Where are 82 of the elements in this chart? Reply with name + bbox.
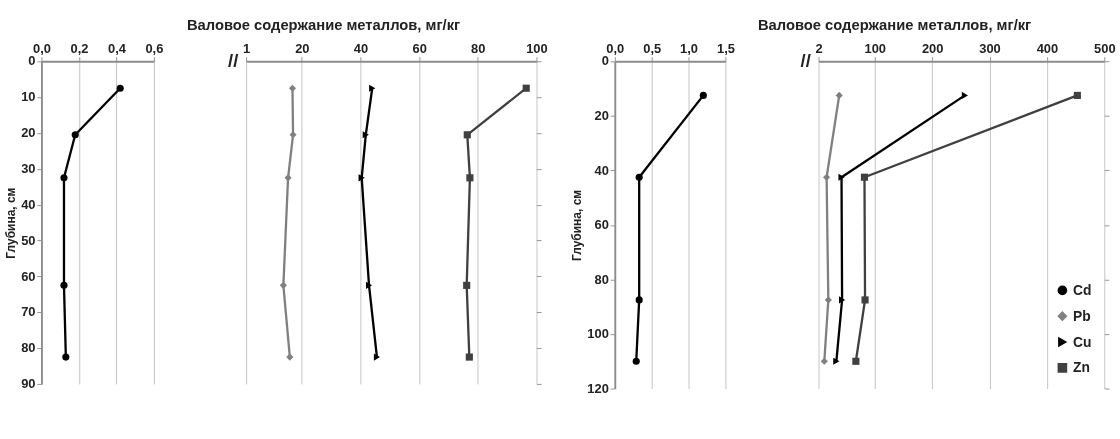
point: [699, 91, 707, 99]
x-tick-label: 100: [864, 40, 887, 56]
chart-title: Валовое содержание металлов, мг/кг: [186, 16, 461, 33]
legend-label: Zn: [1072, 359, 1090, 376]
point: [362, 131, 369, 139]
point: [833, 357, 840, 365]
y-tick-label: 120: [587, 380, 609, 396]
x-tick-label: 80: [471, 40, 486, 56]
point: [365, 281, 373, 289]
point: [62, 353, 70, 361]
point: [852, 357, 860, 365]
point: [860, 173, 869, 181]
y-tick-label: 90: [21, 376, 36, 392]
point: [279, 281, 287, 289]
x-tick-label: 40: [353, 40, 369, 56]
y-tick-label: 10: [21, 89, 36, 105]
x-tick-label: 0,5: [643, 40, 662, 56]
point: [635, 296, 643, 304]
x-tick-label: 0,0: [32, 40, 51, 56]
x-tick-label: 300: [979, 40, 1001, 56]
point: [632, 357, 640, 365]
x-tick-label: 400: [1036, 40, 1059, 56]
point: [839, 296, 846, 304]
point: [466, 174, 474, 182]
text: //: [228, 49, 239, 71]
x-tick-label: 200: [921, 40, 944, 56]
y-axis-title: Глубина, см: [3, 187, 18, 259]
point: [116, 84, 124, 92]
y-tick-label: 40: [594, 162, 609, 178]
point: [369, 84, 376, 92]
x-tick-label: 0,6: [145, 40, 164, 56]
x-tick-label: 100: [526, 40, 548, 56]
text: //: [800, 49, 811, 71]
point: [1073, 91, 1081, 99]
x-tick-label: 1,0: [680, 40, 699, 56]
point: [861, 296, 869, 304]
y-tick-label: 0: [28, 53, 36, 69]
y-tick-label: 20: [594, 108, 609, 123]
legend-label: Pb: [1072, 307, 1091, 324]
point: [635, 173, 643, 181]
y-tick-label: 30: [21, 161, 36, 177]
point: [838, 173, 845, 181]
point: [284, 174, 292, 182]
y-tick-label: 60: [594, 217, 609, 233]
y-tick-label: 70: [21, 304, 36, 320]
x-tick-label: 20: [295, 40, 310, 56]
x-tick-label: 500: [1094, 40, 1116, 56]
point: [60, 174, 68, 182]
y-tick-label: 20: [21, 125, 36, 141]
point: [373, 353, 381, 361]
y-tick-label: 0: [601, 53, 609, 69]
x-tick-label: 0,0: [606, 40, 625, 56]
chart-title: Валовое содержание металлов, мг/кг: [757, 16, 1032, 33]
x-tick-label: 0,2: [70, 40, 89, 56]
point: [71, 131, 79, 139]
y-tick-label: 50: [21, 232, 36, 248]
y-tick-label: 80: [21, 340, 36, 356]
legend-label: Cd: [1072, 281, 1092, 298]
point: [823, 173, 831, 181]
point: [286, 353, 294, 361]
point: [60, 281, 68, 289]
y-tick-label: 60: [21, 268, 36, 284]
point: [289, 131, 297, 139]
point: [961, 91, 968, 99]
point: [820, 357, 828, 365]
legend-label: Cu: [1072, 333, 1092, 350]
y-tick-label: 80: [594, 271, 609, 287]
x-tick-label: 1: [243, 40, 251, 56]
y-axis-title: Глубина, см: [569, 189, 584, 261]
x-tick-label: 2: [815, 40, 823, 56]
x-tick-label: 1,5: [716, 40, 735, 56]
point: [288, 84, 297, 92]
x-tick-label: 0,4: [107, 40, 127, 56]
point: [463, 131, 471, 139]
point: [463, 281, 471, 289]
point: [522, 84, 530, 92]
point: [465, 353, 473, 361]
point: [835, 91, 843, 99]
point: [824, 296, 832, 304]
x-tick-label: 60: [412, 40, 427, 56]
y-tick-label: 100: [587, 326, 609, 342]
y-tick-label: 40: [21, 196, 36, 212]
